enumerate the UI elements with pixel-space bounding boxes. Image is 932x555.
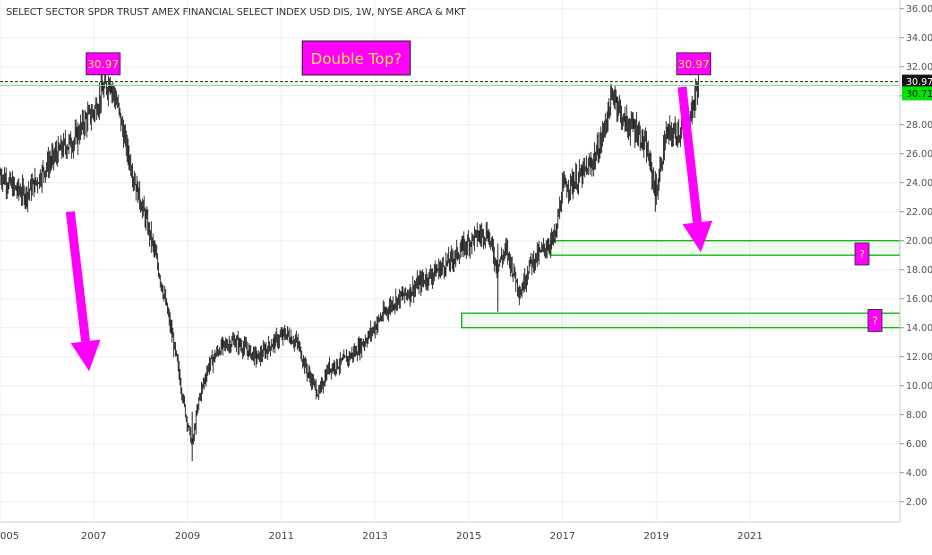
- y-tick-label: 14.00: [906, 323, 932, 334]
- peak-label-box: [85, 52, 121, 76]
- zone-question-box: [867, 309, 883, 332]
- y-tick-label: 8.00: [906, 410, 927, 421]
- x-tick-label: 2017: [550, 531, 575, 542]
- y-tick-label: 2.00: [906, 497, 927, 508]
- y-tick-label: 24.00: [906, 178, 932, 189]
- y-tick-label: 26.00: [906, 149, 932, 160]
- peak-label-box: [676, 52, 712, 76]
- down-arrow: [677, 86, 702, 223]
- y-tick-label: 6.00: [906, 439, 927, 450]
- y-tick-label: 18.00: [906, 265, 932, 276]
- zone-question-label: ?: [859, 248, 865, 261]
- x-tick-label: 2019: [644, 531, 669, 542]
- x-tick-label: 005: [0, 531, 19, 542]
- x-tick-label: 2007: [81, 531, 106, 542]
- y-tick-label: 34.00: [906, 33, 932, 44]
- support-zone: [461, 312, 901, 329]
- down-arrow: [65, 211, 91, 342]
- y-tick-label: 12.00: [906, 352, 932, 363]
- resistance-price-label: 30.97: [906, 77, 932, 88]
- x-tick-label: 2011: [269, 531, 294, 542]
- resistance-price-tag: [902, 74, 932, 89]
- zone-question-label: ?: [872, 314, 878, 327]
- peak-label-text: 30.97: [87, 58, 119, 71]
- peak-label-text: 30.97: [678, 58, 710, 71]
- headline-text: Double Top?: [311, 50, 402, 68]
- headline-box: [301, 40, 411, 76]
- x-axis-area: [0, 522, 932, 550]
- x-tick-label: 2009: [175, 531, 200, 542]
- down-arrow-head: [682, 220, 713, 253]
- x-tick-label: 2013: [362, 531, 387, 542]
- y-tick-label: 16.00: [906, 294, 932, 305]
- current-price-tag: [902, 86, 932, 101]
- y-tick-label: 36.00: [906, 4, 932, 15]
- x-tick-label: 2015: [456, 531, 481, 542]
- down-arrow-head: [70, 339, 101, 372]
- x-tick-label: 2021: [737, 531, 762, 542]
- support-zone: [550, 240, 901, 256]
- y-tick-label: 32.00: [906, 62, 932, 73]
- y-tick-label: 4.00: [906, 468, 927, 479]
- current-price-label: 30.71: [906, 89, 932, 100]
- y-tick-label: 10.00: [906, 381, 932, 392]
- y-tick-label: 28.00: [906, 120, 932, 131]
- y-tick-label: 20.00: [906, 236, 932, 247]
- y-tick-label: 22.00: [906, 207, 932, 218]
- zone-question-box: [854, 242, 870, 266]
- chart-title: SELECT SECTOR SPDR TRUST AMEX FINANCIAL …: [6, 7, 466, 18]
